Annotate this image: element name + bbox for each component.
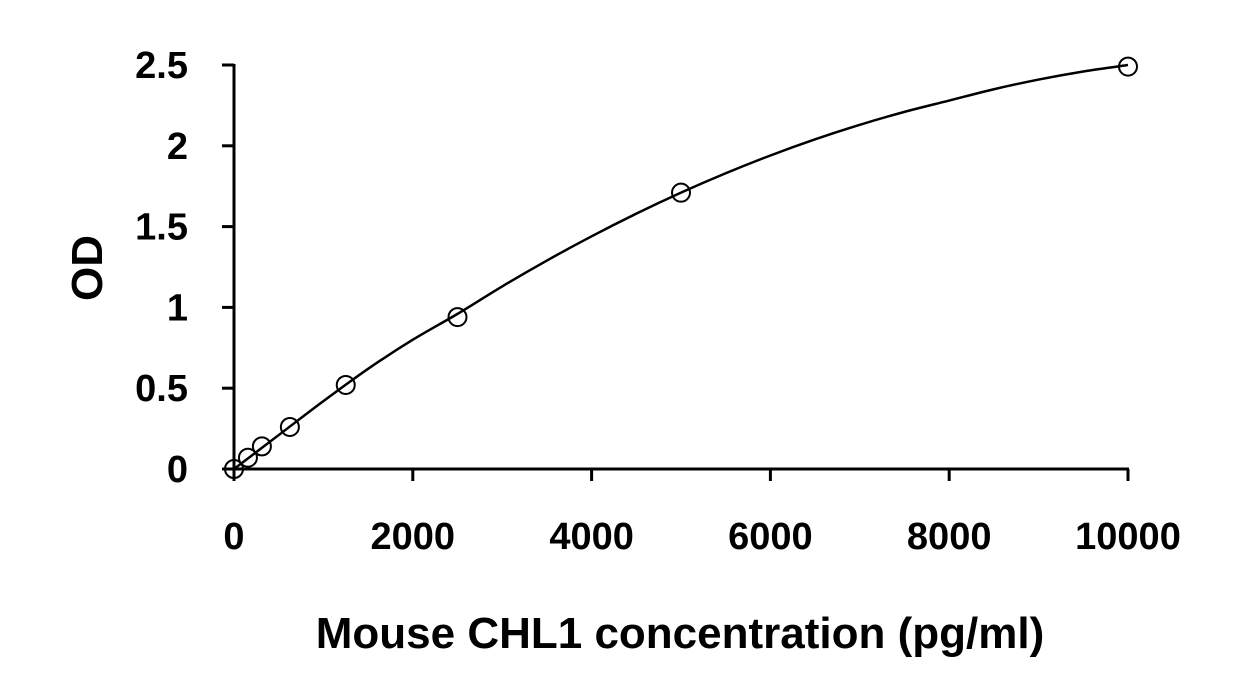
y-tick-label: 2: [167, 126, 188, 168]
x-tick-label: 2000: [371, 516, 456, 558]
axes: [222, 64, 1129, 471]
x-tick-label: 4000: [549, 516, 634, 558]
x-axis-title: Mouse CHL1 concentration (pg/ml): [316, 609, 1044, 658]
y-tick-label: 1.5: [135, 207, 188, 249]
y-tick-label: 2.5: [135, 45, 188, 87]
data-point: [237, 447, 258, 468]
y-tick-label: 0.5: [135, 368, 188, 410]
data-point: [251, 436, 272, 457]
y-tick-label: 0: [167, 449, 188, 491]
data-point: [671, 182, 691, 203]
x-tick-label: 0: [223, 516, 244, 558]
data-point: [1118, 56, 1138, 77]
y-axis-ticks: 0 0.5 1 1.5 2 2.5: [135, 45, 234, 491]
x-tick-label: 10000: [1075, 516, 1181, 558]
data-point: [224, 459, 244, 479]
x-tick-label: 8000: [907, 516, 992, 558]
y-axis-title: OD: [63, 235, 112, 301]
data-point: [447, 307, 468, 328]
fit-curve: [233, 63, 1129, 470]
x-tick-label: 6000: [728, 516, 813, 558]
data-points: [224, 56, 1138, 479]
data-point: [279, 416, 300, 437]
y-tick-label: 1: [167, 287, 188, 329]
x-axis-ticks: 0 2000 4000 6000 8000 10000: [223, 469, 1181, 558]
data-point: [335, 374, 356, 395]
